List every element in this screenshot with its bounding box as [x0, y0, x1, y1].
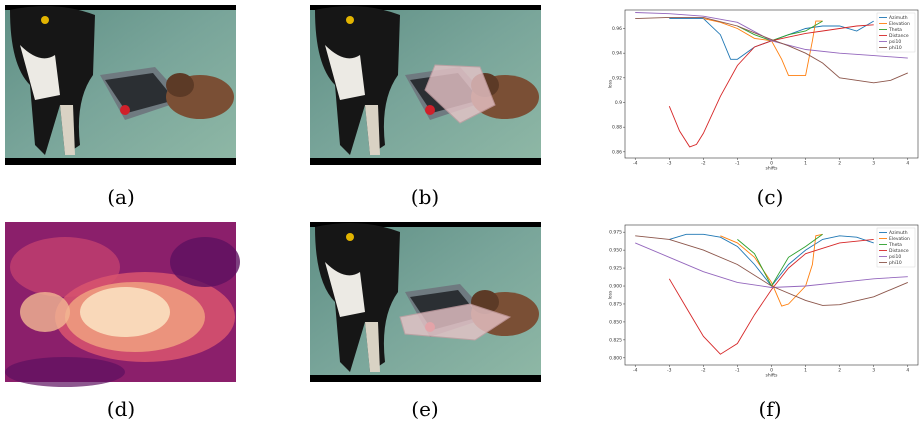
legend-label: Elevation: [889, 236, 910, 242]
x-tick-label: 2: [838, 161, 841, 167]
y-tick-label: 0.850: [609, 319, 622, 325]
image-d: [5, 222, 240, 387]
line: [635, 243, 908, 288]
y-tick-label: 0.9: [615, 100, 622, 106]
y-tick-label: 0.800: [609, 355, 622, 361]
y-tick-label: 0.88: [612, 125, 622, 131]
line: [635, 236, 908, 306]
legend-label: phi10: [889, 260, 902, 266]
x-axis-label: shifts: [765, 373, 778, 379]
y-tick-label: 0.975: [609, 230, 622, 236]
x-tick-label: -2: [701, 368, 706, 374]
x-tick-label: -1: [735, 161, 740, 167]
y-axis-label: loss: [608, 79, 614, 88]
x-tick-label: -4: [633, 161, 638, 167]
caption: (b): [411, 185, 439, 209]
line: [635, 13, 908, 59]
caption: (e): [411, 397, 438, 421]
x-tick-label: 1: [804, 368, 807, 374]
legend-label: psi10: [889, 39, 901, 45]
image-b: [310, 5, 541, 165]
x-tick-label: 2: [838, 368, 841, 374]
y-tick-label: 0.925: [609, 266, 622, 272]
x-tick-label: 4: [906, 368, 909, 374]
legend-label: Elevation: [889, 21, 910, 27]
caption: (d): [107, 397, 135, 421]
legend-label: phi10: [889, 45, 902, 51]
plot-frame: [625, 225, 918, 365]
x-tick-label: -3: [667, 161, 672, 167]
y-tick-label: 0.900: [609, 284, 622, 290]
x-tick-label: 1: [804, 161, 807, 167]
caption: (c): [757, 185, 784, 209]
legend-label: Azimuth: [889, 230, 908, 236]
figure: (a) (b) (c) (d) (e) (f) -4-3-2-1012340.8…: [0, 0, 920, 426]
x-tick-label: -1: [735, 368, 740, 374]
x-tick-label: 4: [906, 161, 909, 167]
y-axis-label: loss: [608, 290, 614, 299]
y-tick-label: 0.86: [612, 149, 622, 155]
caption: (a): [107, 185, 135, 209]
legend-label: Theta: [888, 242, 902, 248]
y-tick-label: 0.825: [609, 337, 622, 343]
y-tick-label: 0.94: [612, 51, 622, 57]
plot-frame: [625, 10, 918, 158]
image-a: [5, 5, 236, 165]
line: [703, 19, 822, 76]
x-tick-label: 3: [872, 161, 875, 167]
legend-label: psi10: [889, 254, 901, 260]
image-e: [310, 222, 541, 382]
legend-label: Distance: [889, 248, 909, 254]
x-axis-label: shifts: [765, 166, 778, 172]
y-tick-label: 0.96: [612, 26, 622, 32]
y-tick-label: 0.875: [609, 301, 622, 307]
line: [669, 239, 873, 354]
x-tick-label: -2: [701, 161, 706, 167]
line: [669, 25, 873, 147]
legend-label: Distance: [889, 33, 909, 39]
caption: (f): [758, 397, 781, 421]
legend-label: Theta: [888, 27, 902, 33]
line: [635, 17, 908, 82]
x-tick-label: -4: [633, 368, 638, 374]
x-tick-label: -3: [667, 368, 672, 374]
x-tick-label: 3: [872, 368, 875, 374]
y-tick-label: 0.950: [609, 248, 622, 254]
line: [669, 234, 873, 286]
legend-label: Azimuth: [889, 15, 908, 21]
